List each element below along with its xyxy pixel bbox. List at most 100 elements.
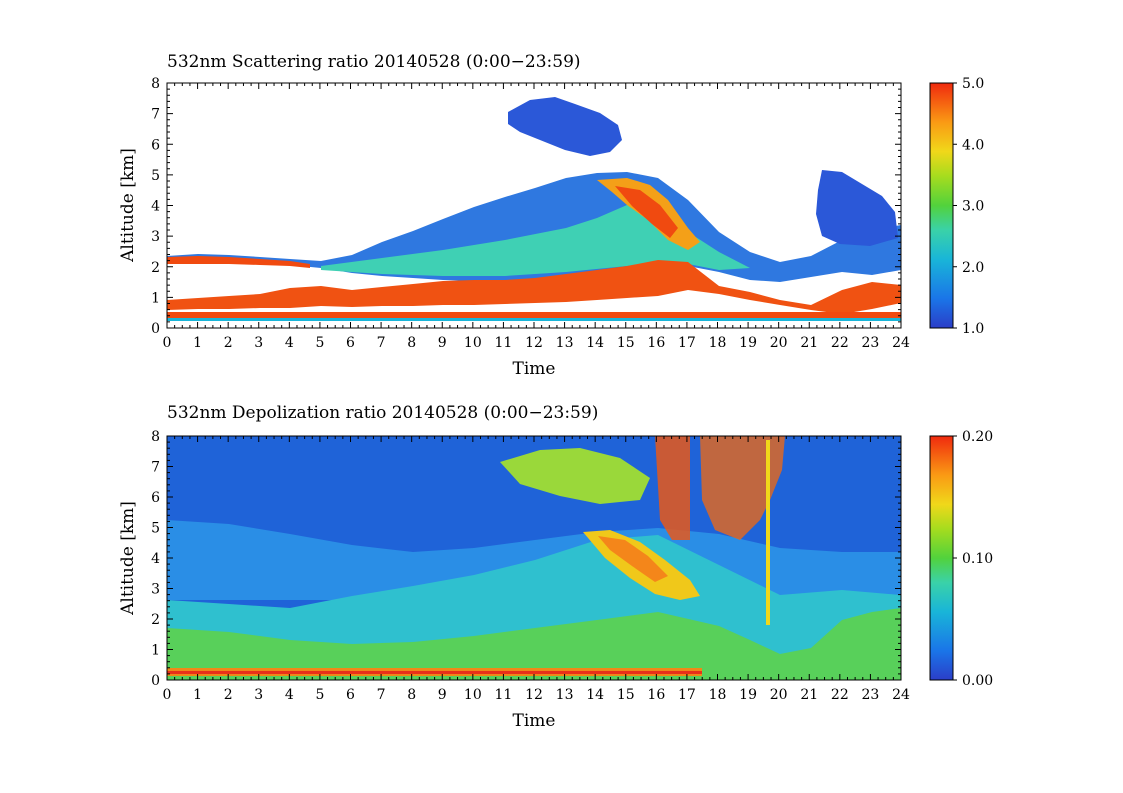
scattering-x-tick-label: 11 (495, 335, 513, 351)
depolarization-x-tick-label: 10 (464, 687, 482, 703)
depolarization-colorbar-scale (929, 435, 954, 681)
scattering-colorbar-tick-label: 5.0 (962, 76, 984, 92)
upper-cloud (508, 97, 622, 156)
depolarization-x-tick-label: 4 (285, 687, 294, 703)
upper-depolarization-patch (500, 448, 650, 504)
boundary-layer-aerosol (167, 260, 901, 314)
depolarization-x-tick-label: 12 (525, 687, 543, 703)
scattering-y-tick-label: 4 (151, 199, 160, 215)
surface-depolarization-core (167, 671, 702, 674)
scattering-colorbar-tick-label: 1.0 (962, 321, 984, 337)
residual-layer-band (167, 256, 310, 268)
depolarization-x-tick-label: 11 (495, 687, 513, 703)
depolarization-x-tick-label: 3 (254, 687, 263, 703)
scattering-x-tick-label: 6 (346, 335, 355, 351)
depolarization-y-tick-label: 0 (151, 673, 160, 689)
depolarization-colorbar-tick-label: 0.10 (962, 551, 993, 567)
depolarization-x-tick-label: 2 (224, 687, 233, 703)
scattering-x-tick-label: 22 (831, 335, 849, 351)
depolarization-colorbar-tick-label: 0.00 (962, 673, 993, 689)
scattering-x-tick-label: 8 (407, 335, 416, 351)
depolarization-colorbar-ticks: 0.00 0.10 0.20 (953, 429, 993, 689)
depolarization-x-tick-label: 19 (739, 687, 757, 703)
scattering-x-tick-label: 3 (254, 335, 263, 351)
depolarization-y-axis-label: Altitude [km] (118, 501, 138, 616)
depolarization-heatmap (167, 436, 901, 680)
depolarization-axes: 0 1 2 3 4 5 6 7 8 9 10 11 12 13 14 15 16 17 18 19 20 21 22 23 24… (151, 429, 910, 703)
depolarization-x-tick-label: 14 (586, 687, 604, 703)
scattering-x-tick-label: 2 (224, 335, 233, 351)
dense-aerosol-plume-core (615, 186, 678, 238)
scattering-colorbar-scale (929, 82, 954, 329)
noisy-upper-region-2 (700, 436, 785, 540)
elevated-depolarizing-core (598, 536, 668, 582)
depolarization-x-tick-label: 1 (193, 687, 202, 703)
depolarization-x-tick-label: 0 (163, 687, 172, 703)
scattering-y-tick-label: 1 (151, 290, 160, 306)
depolarization-x-tick-label: 17 (678, 687, 696, 703)
scattering-colorbar-tick-label: 2.0 (962, 260, 984, 276)
scattering-x-tick-label: 4 (285, 335, 294, 351)
depolarization-y-tick-label: 2 (151, 612, 160, 628)
scattering-x-tick-label: 13 (556, 335, 574, 351)
scattering-ratio-panel: 532nm Scattering ratio 20140528 (0:00−23… (118, 52, 984, 379)
late-cloud (816, 170, 898, 246)
depolarization-y-tick-label: 7 (151, 460, 160, 476)
scattering-x-tick-label: 5 (315, 335, 324, 351)
scattering-x-tick-label: 1 (193, 335, 202, 351)
depolarization-x-tick-label: 7 (377, 687, 386, 703)
scattering-axes: 0 1 2 3 4 5 6 7 8 9 10 11 12 13 14 15 16 17 18 19 20 21 22 23 24… (151, 76, 910, 351)
scattering-y-tick-label: 2 (151, 260, 160, 276)
depolarization-x-axis-label: Time (513, 711, 556, 731)
depolarization-y-tick-label: 6 (151, 490, 160, 506)
depolarization-y-tick-label: 1 (151, 643, 160, 659)
scattering-x-tick-label: 16 (647, 335, 665, 351)
depolarization-x-tick-label: 21 (800, 687, 818, 703)
scattering-y-tick-label: 8 (151, 76, 160, 92)
scattering-title: 532nm Scattering ratio 20140528 (0:00−23… (167, 52, 581, 72)
depolarization-x-tick-label: 20 (770, 687, 788, 703)
boundary-layer-depolarization (167, 608, 901, 680)
scattering-x-tick-label: 10 (464, 335, 482, 351)
depolarization-x-tick-label: 18 (709, 687, 727, 703)
depolarization-x-tick-label: 9 (438, 687, 447, 703)
depolarization-x-tick-label: 16 (647, 687, 665, 703)
scattering-y-tick-label: 6 (151, 137, 160, 153)
scattering-x-tick-label: 24 (892, 335, 910, 351)
scattering-x-tick-label: 17 (678, 335, 696, 351)
depolarization-y-tick-label: 8 (151, 429, 160, 445)
scattering-x-tick-label: 20 (770, 335, 788, 351)
scattering-y-tick-label: 0 (151, 321, 160, 337)
depolarization-colorbar: 0.00 0.10 0.20 (929, 429, 993, 689)
scattering-x-axis-label: Time (513, 359, 556, 379)
scattering-x-tick-label: 18 (709, 335, 727, 351)
scattering-x-tick-label: 14 (586, 335, 604, 351)
vertical-streak (766, 440, 770, 625)
scattering-x-tick-label: 7 (377, 335, 386, 351)
scattering-colorbar-ticks: 1.0 2.0 3.0 4.0 5.0 (953, 76, 984, 337)
depolarization-y-tick-label: 4 (151, 551, 160, 567)
scattering-x-tick-label: 21 (800, 335, 818, 351)
scattering-x-tick-label: 19 (739, 335, 757, 351)
scattering-y-tick-label: 7 (151, 107, 160, 123)
depolarization-x-tick-label: 6 (346, 687, 355, 703)
surface-band (167, 318, 901, 321)
scattering-x-tick-label: 15 (617, 335, 635, 351)
scattering-y-tick-label: 5 (151, 168, 160, 184)
depolarization-colorbar-tick-label: 0.20 (962, 429, 993, 445)
scattering-heatmap (167, 83, 901, 328)
depolarization-x-tick-label: 23 (862, 687, 880, 703)
scattering-colorbar-tick-label: 3.0 (962, 199, 984, 215)
scattering-y-axis-label: Altitude [km] (118, 148, 138, 263)
scattering-x-tick-label: 0 (163, 335, 172, 351)
depolarization-x-tick-label: 5 (315, 687, 324, 703)
depolarization-x-tick-label: 22 (831, 687, 849, 703)
noisy-upper-region (655, 436, 690, 540)
depolarization-x-tick-label: 24 (892, 687, 910, 703)
scattering-x-tick-label: 12 (525, 335, 543, 351)
scattering-x-tick-label: 23 (862, 335, 880, 351)
scattering-x-tick-label: 9 (438, 335, 447, 351)
depolarization-y-tick-label: 3 (151, 582, 160, 598)
depolarization-x-tick-label: 15 (617, 687, 635, 703)
